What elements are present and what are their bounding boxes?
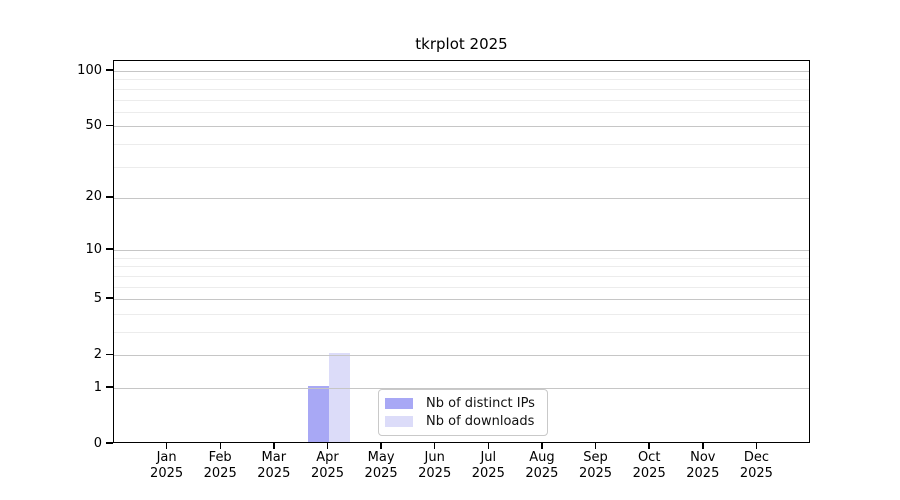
y-tick-mark xyxy=(106,442,113,444)
x-tick-label: Apr 2025 xyxy=(310,450,345,481)
minor-gridline xyxy=(114,99,809,101)
y-tick-label: 2 xyxy=(93,346,102,362)
minor-gridline xyxy=(114,275,809,277)
x-tick-label: Dec 2025 xyxy=(739,450,773,481)
minor-gridline xyxy=(114,79,809,81)
x-tick-label: Jul 2025 xyxy=(471,450,505,481)
x-tick-label: Jan 2025 xyxy=(150,450,184,481)
x-tick-mark xyxy=(273,443,275,449)
minor-gridline xyxy=(114,166,809,168)
y-tick-mark xyxy=(106,386,113,388)
x-tick-label: Aug 2025 xyxy=(525,450,559,481)
y-tick-label: 5 xyxy=(93,290,102,306)
major-gridline xyxy=(114,388,809,389)
y-tick-label: 50 xyxy=(85,117,102,133)
minor-gridline xyxy=(114,143,809,145)
x-tick-mark xyxy=(433,443,436,449)
minor-gridline xyxy=(114,313,809,315)
y-tick-mark xyxy=(106,196,113,198)
y-tick-mark xyxy=(106,69,113,71)
major-gridline xyxy=(114,250,809,252)
major-gridline xyxy=(114,299,809,301)
x-tick-mark xyxy=(380,443,382,449)
y-tick-mark xyxy=(106,297,113,299)
x-tick-mark xyxy=(541,443,543,449)
major-gridline xyxy=(114,355,809,357)
bar-nb-of-distinct-ips-apr xyxy=(307,386,329,442)
x-tick-mark xyxy=(594,443,597,449)
x-tick-mark xyxy=(326,443,329,449)
legend-label-downloads: Nb of downloads xyxy=(426,414,535,430)
y-tick-mark xyxy=(106,353,113,355)
minor-gridline xyxy=(114,88,809,90)
minor-gridline xyxy=(114,332,809,333)
x-tick-mark xyxy=(219,443,221,449)
legend-swatch-downloads-icon xyxy=(385,416,413,428)
minor-gridline xyxy=(114,266,809,268)
x-tick-label: Oct 2025 xyxy=(632,450,666,481)
x-tick-label: May 2025 xyxy=(364,450,398,481)
x-tick-label: Nov 2025 xyxy=(686,450,720,481)
x-tick-label: Mar 2025 xyxy=(257,450,291,481)
bar-nb-of-downloads-apr xyxy=(328,353,350,442)
plot-area: Nb of distinct IPs Nb of downloads xyxy=(113,60,810,443)
y-tick-label: 10 xyxy=(85,241,102,257)
minor-gridline xyxy=(114,111,809,113)
y-tick-label: 100 xyxy=(77,62,102,78)
x-tick-mark xyxy=(755,443,758,449)
x-tick-label: Sep 2025 xyxy=(578,450,613,481)
x-tick-mark xyxy=(487,443,490,449)
legend-label-distinct-ips: Nb of distinct IPs xyxy=(426,395,535,411)
legend-item-downloads: Nb of downloads xyxy=(385,414,541,429)
chart-title: tkrplot 2025 xyxy=(415,35,508,53)
y-tick-label: 0 xyxy=(93,435,102,451)
x-tick-label: Jun 2025 xyxy=(418,450,452,481)
x-tick-mark xyxy=(165,443,168,449)
y-tick-mark xyxy=(106,248,113,250)
major-gridline xyxy=(114,197,809,199)
legend-swatch-distinct-ips-icon xyxy=(385,397,413,409)
major-gridline xyxy=(114,71,809,72)
x-tick-label: Feb 2025 xyxy=(203,450,237,481)
y-tick-label: 20 xyxy=(85,189,102,205)
major-gridline xyxy=(114,126,809,128)
y-tick-mark xyxy=(106,124,113,126)
minor-gridline xyxy=(114,286,809,288)
legend-item-distinct-ips: Nb of distinct IPs xyxy=(385,396,541,411)
minor-gridline xyxy=(114,257,809,259)
y-tick-label: 1 xyxy=(93,379,102,395)
x-tick-mark xyxy=(702,443,704,449)
x-tick-mark xyxy=(648,443,650,449)
legend: Nb of distinct IPs Nb of downloads xyxy=(378,389,548,436)
